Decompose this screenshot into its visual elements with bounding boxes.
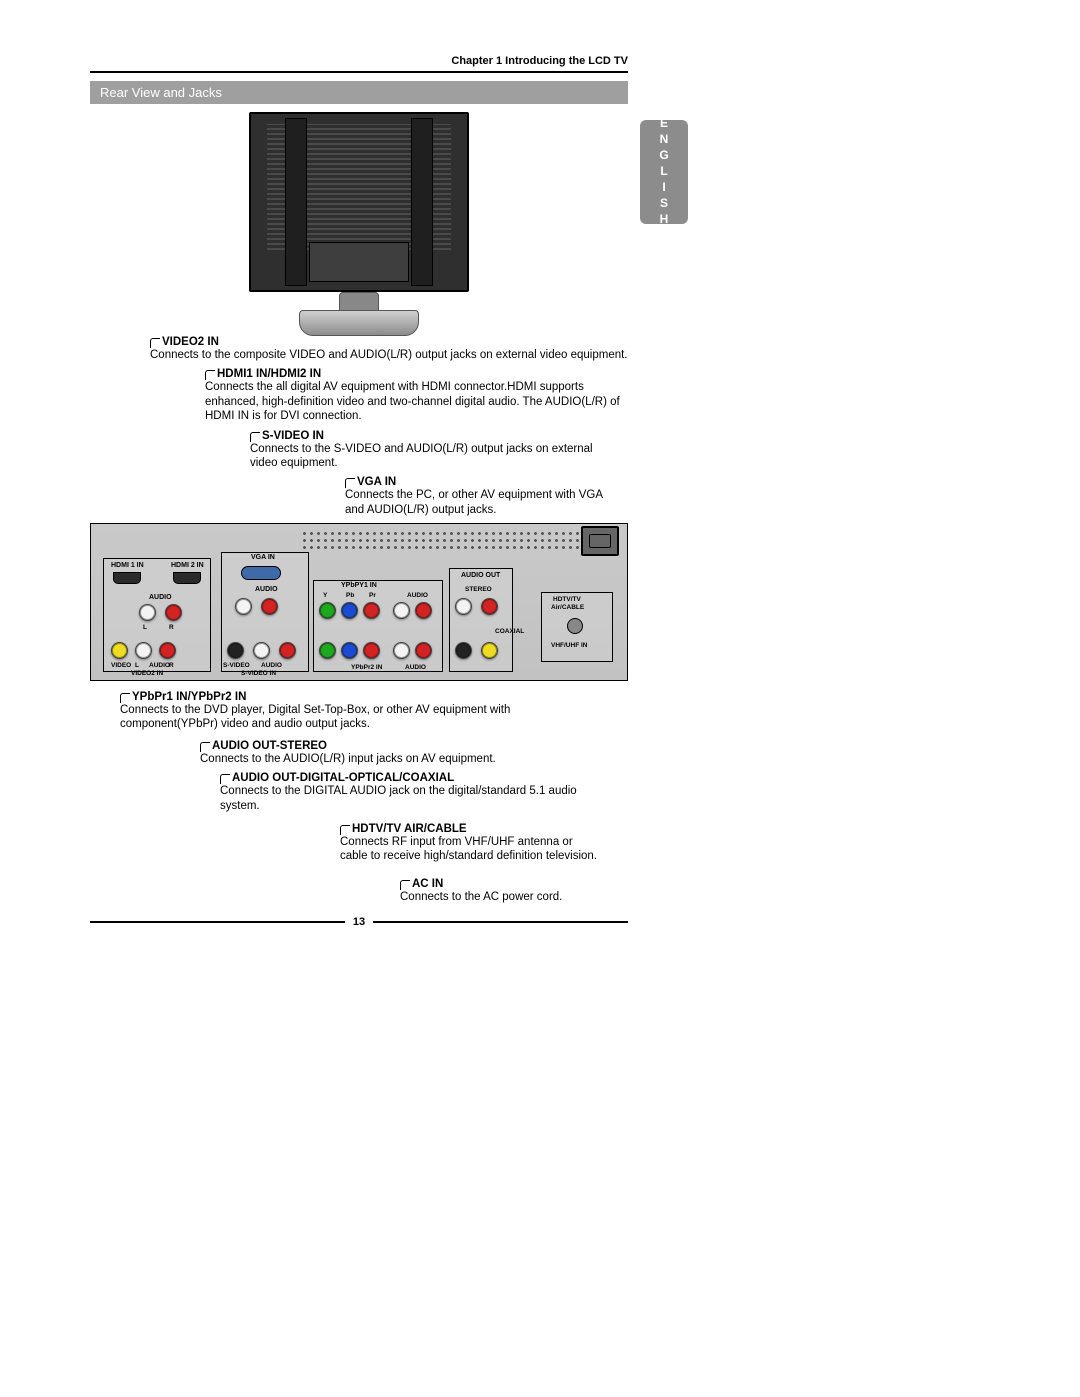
desc-hdtv: HDTV/TV AIR/CABLE Connects RF input from…	[340, 823, 598, 864]
jack-pb1	[341, 602, 358, 619]
rear-jack-panel: HDMI 1 IN HDMI 2 IN AUDIO L R VIDEO L AU…	[90, 523, 628, 681]
top-descriptions: VIDEO2 IN Connects to the composite VIDE…	[90, 336, 628, 517]
svideo-body: Connects to the S-VIDEO and AUDIO(L/R) o…	[250, 442, 618, 471]
jack-hdmi-audio-r	[165, 604, 182, 621]
jack-stereo-r	[481, 598, 498, 615]
coax-body: Connects to the DIGITAL AUDIO jack on th…	[220, 784, 598, 813]
vent-grill	[301, 530, 617, 550]
jack-ypbpr1-r	[415, 602, 432, 619]
ypbpr-body: Connects to the DVD player, Digital Set-…	[120, 703, 588, 732]
tv-rear-illustration	[90, 112, 628, 332]
video2-title: VIDEO2 IN	[162, 336, 219, 348]
lbl-audio1: AUDIO	[149, 594, 172, 601]
manual-page: Chapter 1 Introducing the LCD TV Rear Vi…	[90, 55, 628, 928]
jack-svideo-r	[279, 642, 296, 659]
hdmi-body: Connects the all digital AV equipment wi…	[205, 380, 628, 423]
section-title: Rear View and Jacks	[90, 81, 628, 104]
jack-pr2	[363, 642, 380, 659]
jack-y2	[319, 642, 336, 659]
jack-stereo-l	[455, 598, 472, 615]
tv-stand	[299, 310, 419, 336]
hdtv-title: HDTV/TV AIR/CABLE	[352, 823, 467, 835]
chapter-heading: Chapter 1 Introducing the LCD TV	[90, 55, 628, 67]
desc-ypbpr: YPbPr1 IN/YPbPr2 IN Connects to the DVD …	[120, 691, 588, 732]
page-footer: 13	[90, 916, 628, 928]
jack-vga-r	[261, 598, 278, 615]
lbl-vgain: VGA IN	[251, 554, 275, 561]
jack-video2-l	[135, 642, 152, 659]
desc-audioout: AUDIO OUT-STEREO Connects to the AUDIO(L…	[200, 740, 598, 766]
vga-title: VGA IN	[357, 476, 396, 488]
desc-coax: AUDIO OUT-DIGITAL-OPTICAL/COAXIAL Connec…	[220, 772, 598, 813]
video2-body: Connects to the composite VIDEO and AUDI…	[150, 348, 628, 362]
desc-svideo: S-VIDEO IN Connects to the S-VIDEO and A…	[250, 430, 618, 471]
jack-y1	[319, 602, 336, 619]
jack-coaxial	[481, 642, 498, 659]
tv-body	[249, 112, 469, 292]
lbl-hdmi1: HDMI 1 IN	[111, 562, 144, 569]
jack-video2	[111, 642, 128, 659]
desc-video2: VIDEO2 IN Connects to the composite VIDE…	[150, 336, 628, 362]
jack-hdmi-audio-l	[139, 604, 156, 621]
hdmi1-port-icon	[113, 572, 141, 584]
acin-body: Connects to the AC power cord.	[400, 890, 628, 904]
tv-neck	[339, 292, 379, 312]
desc-vga: VGA IN Connects the PC, or other AV equi…	[345, 476, 618, 517]
hdmi2-port-icon	[173, 572, 201, 584]
jack-optical	[455, 642, 472, 659]
jack-vga-l	[235, 598, 252, 615]
ac-inlet-icon	[581, 526, 619, 556]
coax-rf-icon	[567, 618, 583, 634]
jack-svideo-l	[253, 642, 270, 659]
vga-body: Connects the PC, or other AV equipment w…	[345, 488, 618, 517]
lbl-hdmi2: HDMI 2 IN	[171, 562, 204, 569]
jack-pb2	[341, 642, 358, 659]
jack-ypbpr2-l	[393, 642, 410, 659]
acin-title: AC IN	[412, 878, 443, 890]
divider-top	[90, 71, 628, 73]
language-tab: ENGLISH	[640, 120, 688, 224]
jack-svideo	[227, 642, 244, 659]
bottom-descriptions: YPbPr1 IN/YPbPr2 IN Connects to the DVD …	[90, 691, 628, 904]
hdmi-title: HDMI1 IN/HDMI2 IN	[217, 368, 321, 380]
jack-video2-r	[159, 642, 176, 659]
vga-port-icon	[241, 566, 281, 580]
page-number: 13	[345, 916, 373, 928]
desc-acin: AC IN Connects to the AC power cord.	[400, 878, 628, 904]
ypbpr-title: YPbPr1 IN/YPbPr2 IN	[132, 691, 246, 703]
language-tab-label: ENGLISH	[657, 116, 671, 228]
coax-title: AUDIO OUT-DIGITAL-OPTICAL/COAXIAL	[232, 772, 454, 784]
jack-ypbpr1-l	[393, 602, 410, 619]
audioout-title: AUDIO OUT-STEREO	[212, 740, 327, 752]
jack-pr1	[363, 602, 380, 619]
jack-ypbpr2-r	[415, 642, 432, 659]
desc-hdmi: HDMI1 IN/HDMI2 IN Connects the all digit…	[205, 368, 628, 423]
svideo-title: S-VIDEO IN	[262, 430, 324, 442]
audioout-body: Connects to the AUDIO(L/R) input jacks o…	[200, 752, 598, 766]
hdtv-body: Connects RF input from VHF/UHF antenna o…	[340, 835, 598, 864]
